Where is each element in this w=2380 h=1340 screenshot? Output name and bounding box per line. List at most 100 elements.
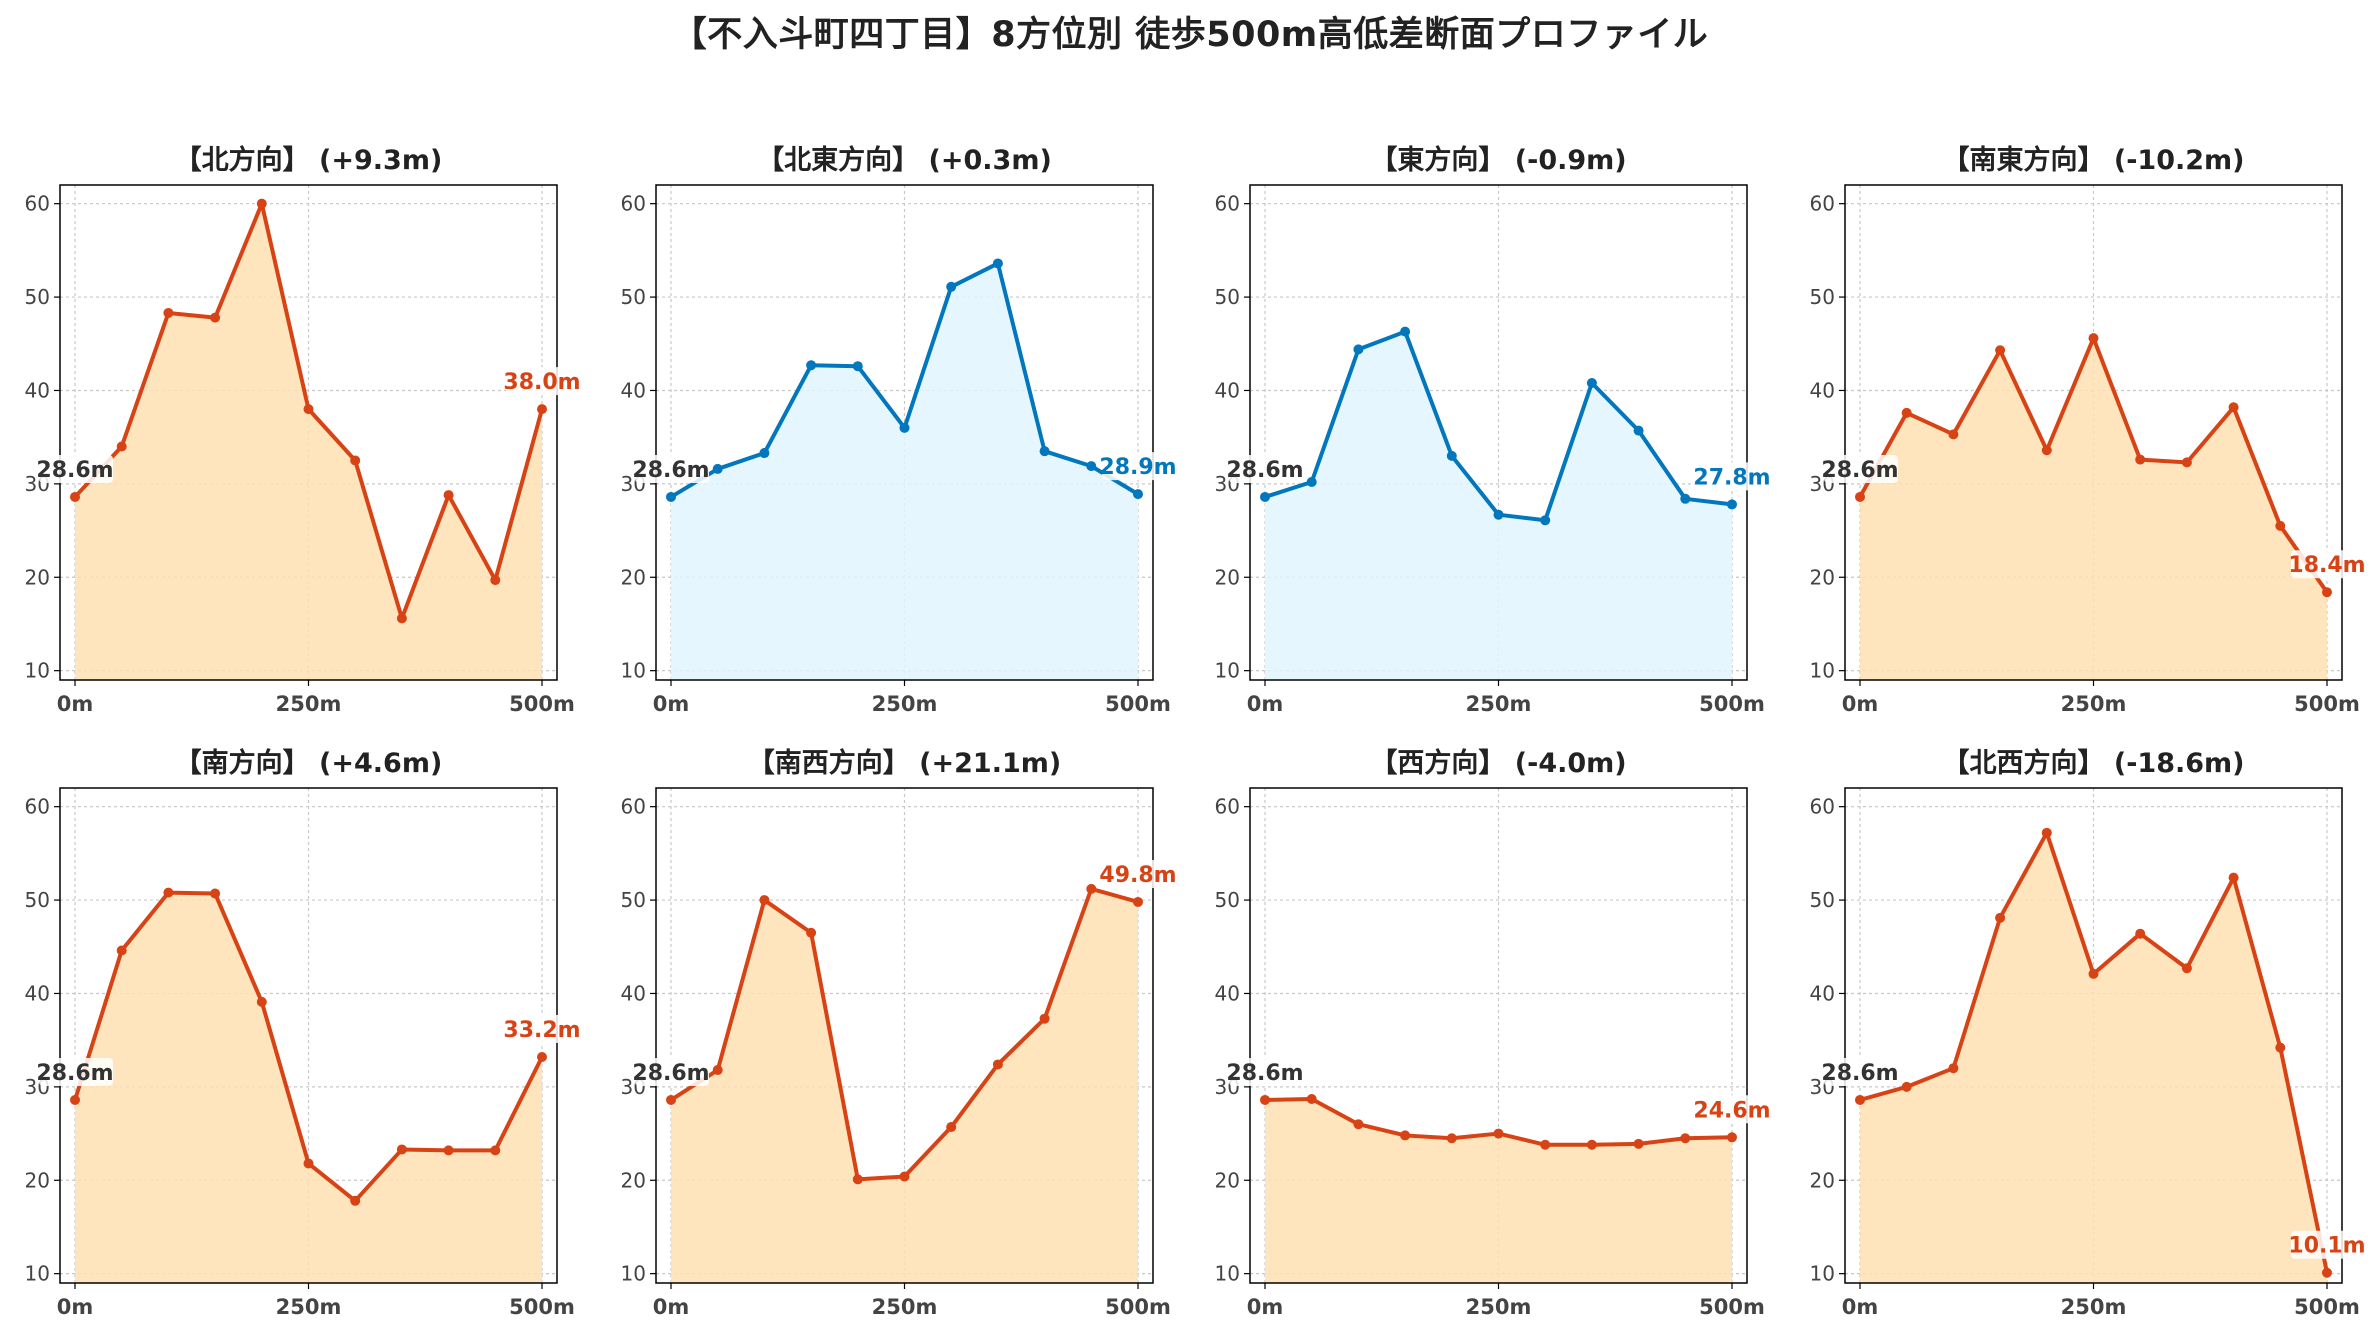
area-fill <box>671 263 1138 680</box>
data-point <box>2135 928 2146 939</box>
label-background <box>506 367 580 396</box>
y-tick-label: 20 <box>1215 565 1240 589</box>
y-tick-label: 40 <box>1810 378 1835 402</box>
y-tick-label: 60 <box>1810 795 1835 819</box>
end-elevation-label: 28.9m <box>1099 455 1176 480</box>
y-tick-label: 60 <box>621 795 646 819</box>
data-point <box>1727 499 1737 510</box>
data-point <box>70 491 80 502</box>
panel-title: 【西方向】 (-4.0m) <box>1370 747 1626 779</box>
data-point <box>992 258 1003 269</box>
y-tick-label: 40 <box>1215 378 1240 402</box>
x-tick-label: 0m <box>1842 1295 1879 1319</box>
data-point <box>303 1158 314 1169</box>
data-point <box>852 361 863 372</box>
data-point <box>899 422 910 433</box>
data-point <box>1727 1132 1737 1143</box>
y-tick-label: 10 <box>25 659 50 683</box>
panel-title: 【東方向】 (-0.9m) <box>1370 144 1626 176</box>
area-fill <box>671 888 1138 1283</box>
data-point <box>396 613 407 624</box>
y-tick-label: 40 <box>621 378 646 402</box>
data-point <box>1086 461 1097 472</box>
data-point <box>2181 457 2192 468</box>
label-background <box>39 454 113 483</box>
y-tick-label: 50 <box>1810 285 1835 309</box>
data-point <box>350 1195 361 1206</box>
start-elevation-label: 28.6m <box>36 458 113 483</box>
data-point <box>1086 883 1097 894</box>
y-tick-label: 20 <box>1810 565 1835 589</box>
y-tick-label: 50 <box>25 285 50 309</box>
panel-title: 【北西方向】 (-18.6m) <box>1942 747 2244 779</box>
data-point <box>992 1059 1003 1070</box>
end-elevation-label: 49.8m <box>1099 863 1176 888</box>
x-tick-label: 0m <box>653 1295 690 1319</box>
y-tick-label: 10 <box>1810 659 1835 683</box>
y-tick-label: 10 <box>1810 1262 1835 1286</box>
x-tick-label: 500m <box>1699 1295 1765 1319</box>
y-tick-label: 20 <box>621 565 646 589</box>
data-point <box>443 490 454 501</box>
panel-title: 【南西方向】 (+21.1m) <box>748 747 1061 779</box>
x-tick-label: 250m <box>872 1295 938 1319</box>
panel-title: 【北東方向】 (+0.3m) <box>757 144 1052 176</box>
label-background <box>1229 1057 1303 1086</box>
x-tick-label: 500m <box>2294 1295 2360 1319</box>
start-elevation-label: 28.6m <box>1821 458 1898 483</box>
panel-title: 【北方向】 (+9.3m) <box>175 144 443 176</box>
data-point <box>2088 333 2099 344</box>
data-point <box>490 1145 501 1156</box>
data-point <box>1586 1139 1597 1150</box>
x-tick-label: 0m <box>1842 692 1879 716</box>
x-tick-label: 250m <box>1466 692 1532 716</box>
y-tick-label: 50 <box>1810 888 1835 912</box>
y-tick-label: 40 <box>1215 981 1240 1005</box>
data-point <box>759 448 770 459</box>
label-background <box>506 1014 580 1043</box>
y-tick-label: 20 <box>1215 1168 1240 1192</box>
end-elevation-label: 27.8m <box>1693 465 1770 490</box>
x-tick-label: 500m <box>1105 692 1171 716</box>
data-point <box>1948 1063 1959 1074</box>
data-point <box>2228 402 2239 413</box>
data-point <box>1540 1139 1551 1150</box>
data-point <box>256 198 267 209</box>
data-point <box>350 455 361 466</box>
data-point <box>1680 493 1691 504</box>
data-point <box>537 404 547 415</box>
data-point <box>1901 1081 1912 1092</box>
data-point <box>537 1051 547 1062</box>
axes-frame <box>1844 184 2343 681</box>
data-point <box>1400 326 1411 337</box>
data-point <box>946 281 957 292</box>
y-tick-label: 10 <box>25 1262 50 1286</box>
start-elevation-label: 28.6m <box>36 1061 113 1086</box>
data-point <box>1855 491 1865 502</box>
data-point <box>2088 968 2099 979</box>
x-tick-label: 500m <box>1105 1295 1171 1319</box>
x-tick-label: 250m <box>2061 692 2127 716</box>
data-point <box>1039 446 1050 457</box>
data-point <box>2275 520 2286 531</box>
x-tick-label: 500m <box>509 692 575 716</box>
y-tick-label: 50 <box>1215 888 1240 912</box>
data-point <box>210 312 221 323</box>
y-tick-label: 40 <box>25 981 50 1005</box>
data-point <box>163 887 174 898</box>
data-point <box>1260 491 1270 502</box>
data-point <box>2135 454 2146 465</box>
panel-title: 【南東方向】 (-10.2m) <box>1942 144 2244 176</box>
data-point <box>163 307 174 318</box>
end-elevation-label: 18.4m <box>2288 553 2365 578</box>
data-point <box>303 404 314 415</box>
data-point <box>2275 1042 2286 1053</box>
data-point <box>210 888 221 899</box>
end-elevation-label: 33.2m <box>503 1018 580 1043</box>
label-background <box>1824 454 1898 483</box>
